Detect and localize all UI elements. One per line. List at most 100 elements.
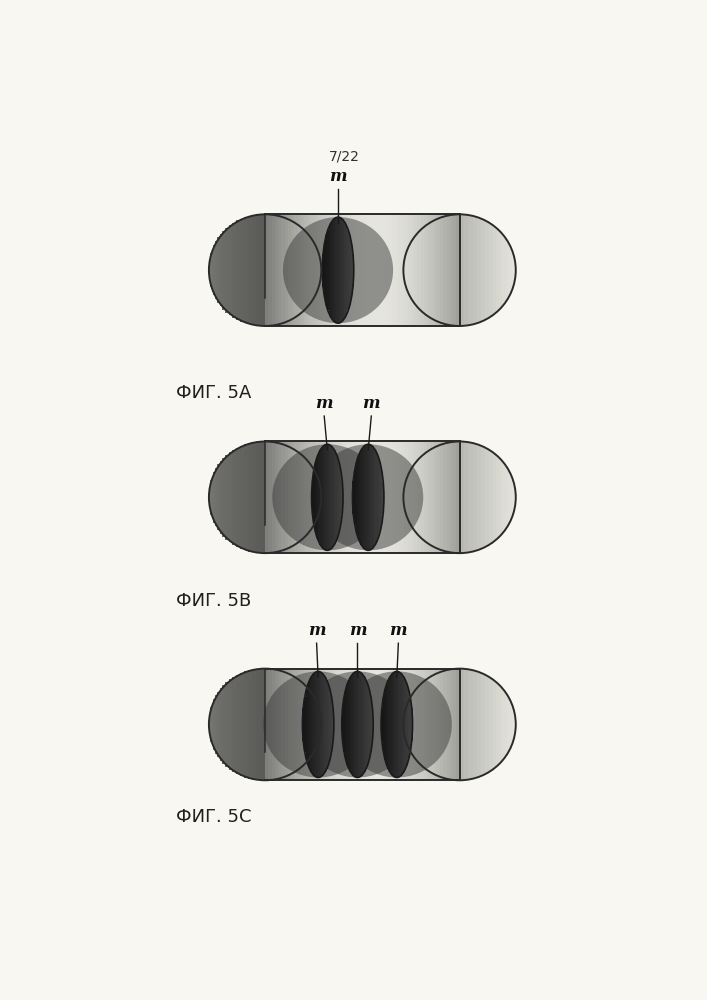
Bar [354, 672, 356, 777]
Bar [363, 214, 366, 326]
Bar [217, 464, 220, 530]
Bar [375, 450, 376, 545]
Bar [337, 441, 340, 553]
Bar [499, 232, 503, 308]
Bar [294, 441, 298, 553]
Bar [392, 673, 394, 776]
Bar [460, 669, 464, 780]
Bar [511, 251, 513, 290]
Bar [513, 255, 514, 285]
Bar [385, 214, 388, 326]
Bar [489, 678, 493, 771]
Bar [346, 684, 348, 765]
Bar [343, 441, 346, 553]
Bar [510, 701, 512, 748]
Bar [392, 214, 395, 326]
Bar [447, 441, 450, 553]
Bar [511, 705, 513, 744]
Bar [481, 219, 485, 321]
Bar [356, 669, 359, 780]
Bar [331, 697, 332, 752]
Bar [235, 675, 240, 774]
Bar [343, 214, 346, 326]
Bar [400, 673, 402, 776]
Bar [485, 221, 489, 319]
Bar [382, 214, 385, 326]
Bar [209, 484, 211, 510]
Bar [211, 249, 214, 292]
Bar [300, 214, 304, 326]
Bar [398, 441, 402, 553]
Bar [209, 711, 211, 737]
Bar [315, 462, 316, 532]
Bar [388, 669, 392, 780]
Bar [369, 214, 372, 326]
Bar [265, 214, 269, 326]
Bar [339, 214, 343, 326]
Bar [389, 677, 390, 772]
Bar [320, 214, 324, 326]
Bar [315, 672, 317, 777]
Bar [450, 669, 453, 780]
Bar [362, 675, 364, 774]
Bar [209, 257, 211, 283]
Bar [215, 695, 217, 754]
Bar [346, 669, 349, 780]
Bar [468, 215, 473, 325]
Bar [327, 684, 329, 765]
Bar [378, 457, 379, 538]
Bar [464, 669, 469, 780]
Bar [424, 441, 427, 553]
Ellipse shape [263, 671, 373, 777]
Bar [353, 481, 354, 514]
Bar [394, 672, 395, 777]
Bar [443, 441, 447, 553]
Bar [278, 214, 281, 326]
Bar [499, 687, 503, 762]
Bar [232, 223, 235, 318]
Bar [502, 236, 505, 305]
Bar [344, 697, 345, 752]
Bar [464, 442, 469, 553]
Bar [464, 669, 469, 780]
Bar [409, 697, 411, 752]
Bar [314, 441, 317, 553]
Bar [485, 676, 489, 773]
Ellipse shape [303, 671, 413, 777]
Bar [321, 448, 322, 547]
Bar [341, 219, 343, 321]
Text: m: m [349, 622, 366, 639]
Bar [496, 229, 499, 311]
Bar [513, 709, 514, 740]
Bar [411, 669, 414, 780]
Bar [447, 214, 450, 326]
Bar [322, 446, 324, 549]
Bar [369, 441, 372, 553]
Bar [247, 443, 252, 552]
Bar [363, 441, 366, 553]
Bar [427, 214, 431, 326]
Bar [275, 669, 278, 780]
Bar [407, 684, 408, 765]
Bar [291, 669, 294, 780]
Bar [510, 474, 512, 521]
Bar [298, 441, 300, 553]
Bar [226, 228, 228, 313]
Bar [327, 214, 330, 326]
Bar [348, 680, 349, 769]
Bar [275, 441, 278, 553]
Bar [303, 708, 304, 741]
Bar [404, 680, 407, 769]
Bar [358, 671, 359, 777]
Bar [513, 482, 514, 513]
Bar [226, 228, 228, 313]
Bar [261, 441, 265, 553]
Bar [220, 461, 223, 534]
Bar [209, 711, 211, 737]
Bar [468, 215, 473, 325]
Bar [269, 214, 271, 326]
Bar [269, 669, 271, 780]
Bar [508, 470, 510, 525]
Bar [496, 229, 499, 311]
Bar [323, 441, 327, 553]
